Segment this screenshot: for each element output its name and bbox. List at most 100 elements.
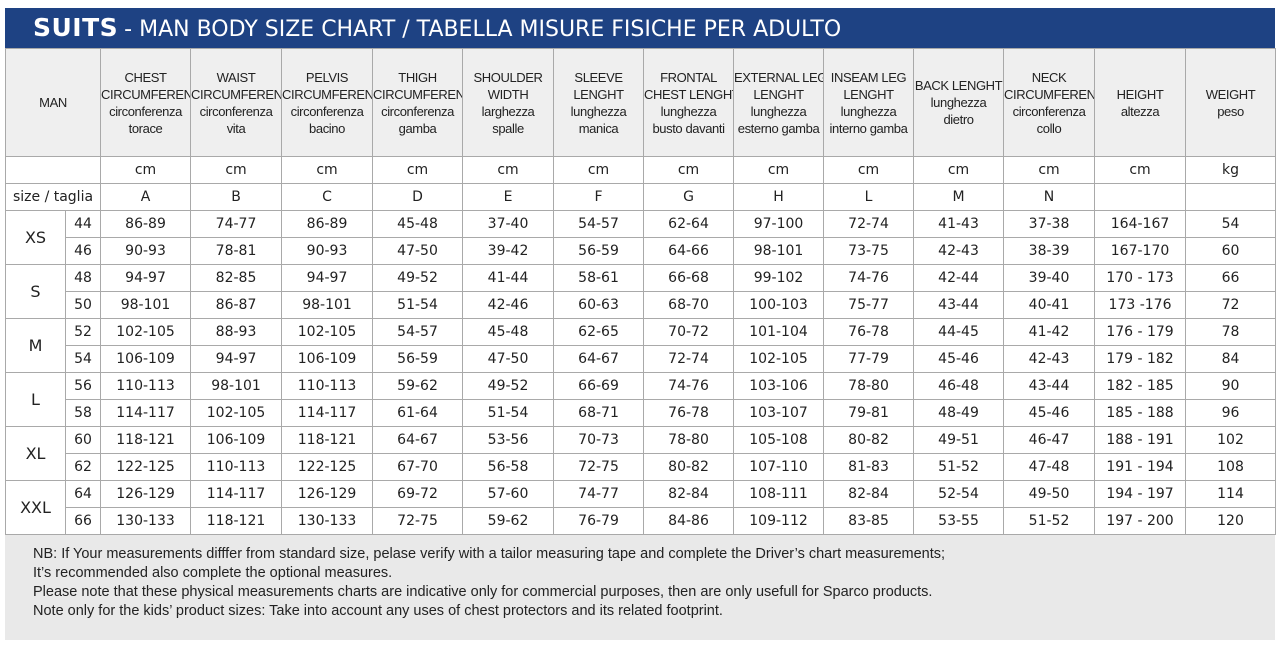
value-cell: 102-105 <box>281 318 374 346</box>
value-cell: 114-117 <box>100 399 192 427</box>
header-line: PELVIS <box>305 69 349 85</box>
value-cell: 51-52 <box>1003 507 1096 535</box>
value-cell: 39-42 <box>462 237 555 265</box>
value-cell: 69-72 <box>372 480 464 508</box>
column-header: BACK LENGHT lunghezza dietro <box>913 48 1005 157</box>
value-cell: 82-84 <box>643 480 735 508</box>
header-row: MANCHESTCIRCUMFERENCEcirconferenzatorace… <box>4 48 1277 157</box>
unit-cell: kg <box>1185 156 1277 184</box>
value-cell: 103-107 <box>733 399 825 427</box>
value-cell: 94-97 <box>100 264 192 292</box>
header-line: circonferenza <box>109 103 182 119</box>
taglia-cell: 50 <box>64 291 102 319</box>
value-cell: 54-57 <box>553 210 645 238</box>
code-cell: G <box>643 183 735 211</box>
value-cell: 72-74 <box>823 210 915 238</box>
value-cell: 98-101 <box>281 291 374 319</box>
value-cell: 40-41 <box>1003 291 1096 319</box>
value-cell: 94-97 <box>281 264 374 292</box>
value-cell: 41-44 <box>462 264 555 292</box>
header-line: LENGHT <box>573 86 624 102</box>
value-cell: 102 <box>1185 426 1277 454</box>
value-cell: 62-64 <box>643 210 735 238</box>
value-cell: 49-52 <box>462 372 555 400</box>
data-row: M 52 102-105 88-93 102-105 54-57 45-48 62-65 70-… <box>5 318 1277 373</box>
value-cell: 74-76 <box>643 372 735 400</box>
value-cell: 179 - 182 <box>1094 345 1187 373</box>
value-cell: 41-42 <box>1003 318 1096 346</box>
value-cell: 118-121 <box>281 426 374 454</box>
header-line: circonferenza <box>381 103 454 119</box>
value-cell: 49-50 <box>1003 480 1096 508</box>
header-line: spalle <box>492 120 524 136</box>
code-row: size / taglia A B C D E F G H L M N <box>4 183 1277 211</box>
value-cell: 48-49 <box>913 399 1005 427</box>
unit-cell: cm <box>553 156 645 184</box>
value-cell: 122-125 <box>100 453 192 481</box>
value-cell: 118-121 <box>100 426 192 454</box>
value-cell: 70-72 <box>643 318 735 346</box>
unit-cell: cm <box>1094 156 1187 184</box>
value-cell: 64-67 <box>372 426 464 454</box>
header-line: HEIGHT <box>1116 86 1164 102</box>
value-cell: 45-46 <box>1003 399 1096 427</box>
value-cell: 78-80 <box>823 372 915 400</box>
value-cell: 94-97 <box>190 345 283 373</box>
header-line: collo <box>1036 120 1062 136</box>
value-cell: 60 <box>1185 237 1277 265</box>
column-header: SHOULDER WIDTH larghezza spalle <box>462 48 555 157</box>
value-cell: 47-50 <box>462 345 555 373</box>
value-cell: 45-48 <box>372 210 464 238</box>
value-cell: 97-100 <box>733 210 825 238</box>
column-header: PELVISCIRCUMFERENCEcirconferenzabacino <box>281 48 374 157</box>
value-cell: 51-54 <box>462 399 555 427</box>
size-table: MANCHESTCIRCUMFERENCEcirconferenzatorace… <box>4 48 1277 535</box>
taglia-cell: 54 <box>64 345 102 373</box>
value-cell: 182 - 185 <box>1094 372 1187 400</box>
header-line: WIDTH <box>487 86 529 102</box>
value-cell: 37-38 <box>1003 210 1096 238</box>
value-cell: 54-57 <box>372 318 464 346</box>
data-row: XL 60 118-121 106-109 118-121 64-67 53-56 70-73… <box>5 426 1277 481</box>
unit-cell: cm <box>643 156 735 184</box>
value-cell: 130-133 <box>281 507 374 535</box>
header-line: CIRCUMFERENCE <box>282 86 373 102</box>
value-cell: 72-75 <box>553 453 645 481</box>
value-cell: 191 - 194 <box>1094 453 1187 481</box>
value-cell: 66-68 <box>643 264 735 292</box>
value-cell: 88-93 <box>190 318 283 346</box>
value-cell: 96 <box>1185 399 1277 427</box>
header-line: CIRCUMFERENCE <box>373 86 462 102</box>
header-line: CHEST <box>124 69 167 85</box>
data-row: XS 44 86-89 74-77 86-89 45-48 37-40 54-57 62-64 9… <box>5 210 1277 265</box>
value-cell: 39-40 <box>1003 264 1096 292</box>
note-line: Please note that these physical measurem… <box>33 584 933 600</box>
header-line: altezza <box>1120 103 1160 119</box>
value-cell: 61-64 <box>372 399 464 427</box>
header-line: WAIST <box>216 69 256 85</box>
code-cell: C <box>281 183 374 211</box>
taglia-cell: 48 <box>64 264 102 292</box>
taglia-cell: 58 <box>64 399 102 427</box>
size-label: size / taglia <box>4 183 102 211</box>
column-header: HEIGHT altezza <box>1094 48 1187 157</box>
value-cell: 56-58 <box>462 453 555 481</box>
code-cell: D <box>372 183 464 211</box>
value-cell: 38-39 <box>1003 237 1096 265</box>
code-cell: M <box>913 183 1005 211</box>
column-header: INSEAM LEG LENGHT lunghezza interno gamba <box>823 48 915 157</box>
value-cell: 98-101 <box>733 237 825 265</box>
header-line: peso <box>1217 103 1244 119</box>
header-line: busto davanti <box>652 120 725 136</box>
value-cell: 80-82 <box>643 453 735 481</box>
value-cell: 176 - 179 <box>1094 318 1187 346</box>
value-cell: 42-44 <box>913 264 1005 292</box>
value-cell: 78-80 <box>643 426 735 454</box>
title-bar: SUITS - MAN BODY SIZE CHART / TABELLA MIS… <box>5 8 1275 48</box>
value-cell: 59-62 <box>462 507 555 535</box>
unit-cell: cm <box>1003 156 1096 184</box>
header-line: INSEAM LEG <box>830 69 907 85</box>
data-row: XXL 64 126-129 114-117 126-129 69-72 57-60 74-7… <box>5 480 1277 535</box>
value-cell: 114 <box>1185 480 1277 508</box>
value-cell: 49-51 <box>913 426 1005 454</box>
